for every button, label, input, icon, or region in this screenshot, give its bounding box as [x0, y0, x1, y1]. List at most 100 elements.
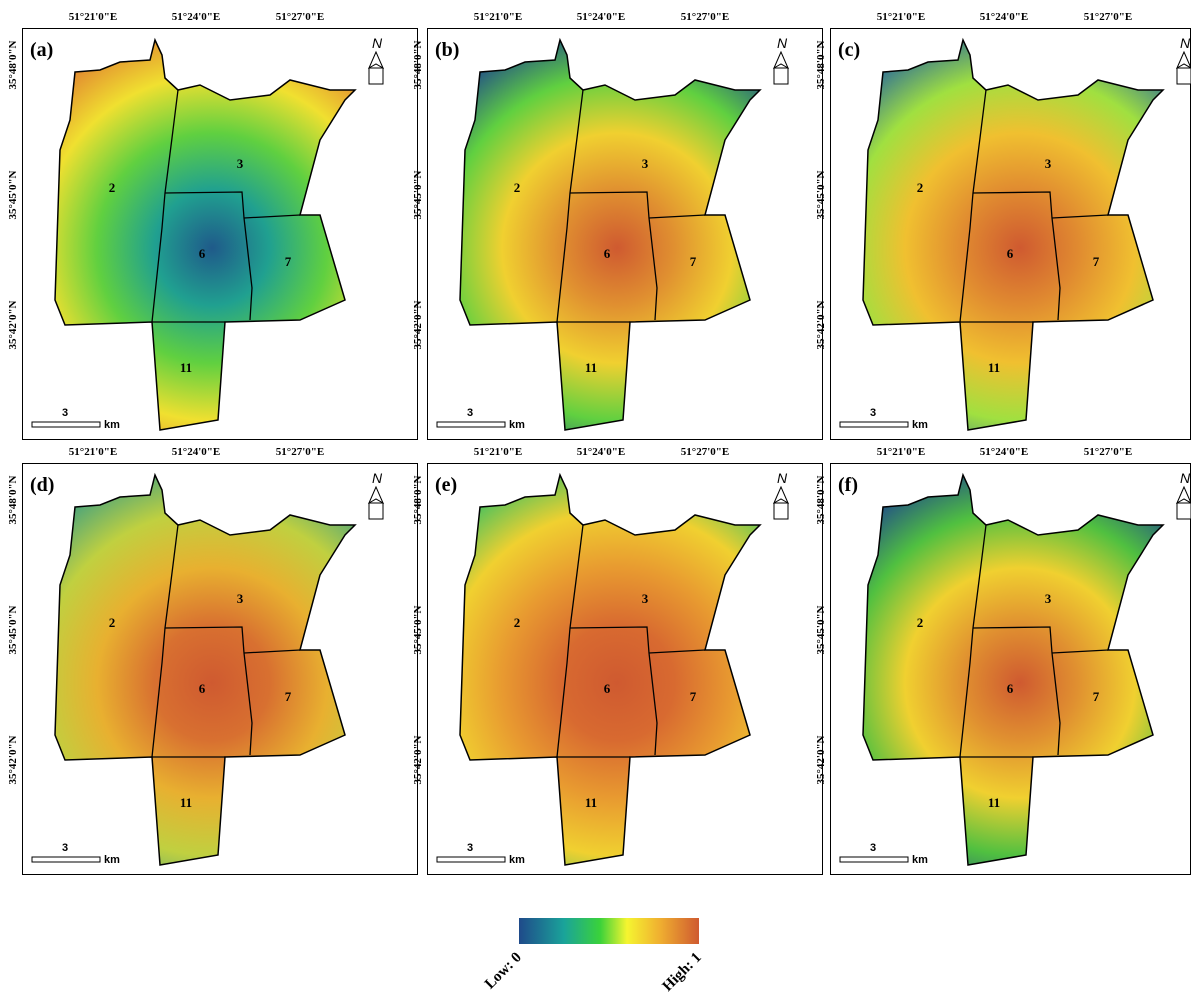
colorbar [519, 918, 699, 944]
district-label: 2 [514, 615, 521, 630]
map-panel: 2 3 6 7 11 (f) N 3 km 51°21'0"E 51°24'0"E 51°27'0"E… [815, 446, 1191, 875]
longitude-label: 51°27'0"E [276, 446, 324, 458]
figure: Low: 0 High: 1 2 3 6 7 11 (a) N 3 km 51°21'0"E 51°… [0, 0, 1192, 1003]
north-base [774, 68, 788, 84]
longitude-label: 51°21'0"E [69, 11, 117, 23]
scale-bar [437, 422, 505, 427]
district-label: 2 [514, 180, 521, 195]
latitude-label: 35°48'0"N [815, 40, 827, 89]
latitude-label: 35°48'0"N [412, 475, 424, 524]
longitude-label: 51°21'0"E [69, 446, 117, 458]
panel-label: (a) [30, 39, 53, 61]
panel-label: (d) [30, 474, 54, 496]
north-base [774, 503, 788, 519]
longitude-label: 51°21'0"E [474, 11, 522, 23]
district-label: 11 [585, 795, 597, 810]
scale-bar [840, 422, 908, 427]
district-label: 2 [109, 180, 116, 195]
legend-high: High: 1 [660, 950, 705, 995]
district-label: 2 [109, 615, 116, 630]
latitude-label: 35°42'0"N [815, 300, 827, 349]
longitude-label: 51°24'0"E [980, 446, 1028, 458]
longitude-label: 51°27'0"E [681, 11, 729, 23]
longitude-label: 51°27'0"E [1084, 446, 1132, 458]
scale-value: 3 [62, 842, 68, 854]
latitude-label: 35°48'0"N [7, 475, 19, 524]
scale-bar [32, 857, 100, 862]
latitude-label: 35°45'0"N [412, 170, 424, 219]
scale-value: 3 [467, 842, 473, 854]
longitude-label: 51°24'0"E [172, 11, 220, 23]
district-label: 6 [604, 246, 611, 261]
latitude-label: 35°45'0"N [7, 605, 19, 654]
district-label: 7 [690, 689, 697, 704]
district-label: 6 [199, 246, 206, 261]
latitude-label: 35°45'0"N [7, 170, 19, 219]
latitude-label: 35°48'0"N [815, 475, 827, 524]
longitude-label: 51°24'0"E [577, 11, 625, 23]
district-label: 3 [642, 156, 649, 171]
latitude-label: 35°42'0"N [412, 300, 424, 349]
latitude-label: 35°45'0"N [815, 170, 827, 219]
scale-value: 3 [870, 842, 876, 854]
scale-unit: km [912, 419, 928, 431]
district-label: 3 [1045, 156, 1052, 171]
latitude-label: 35°42'0"N [412, 735, 424, 784]
north-label: N [1180, 470, 1191, 486]
district-label: 11 [988, 795, 1000, 810]
north-label: N [372, 470, 383, 486]
district-label: 6 [1007, 681, 1014, 696]
district-label: 3 [1045, 591, 1052, 606]
scale-unit: km [509, 419, 525, 431]
north-base [1177, 503, 1191, 519]
district-label: 3 [642, 591, 649, 606]
latitude-label: 35°48'0"N [7, 40, 19, 89]
scale-value: 3 [62, 407, 68, 419]
district-label: 3 [237, 591, 244, 606]
district-label: 2 [917, 615, 924, 630]
north-label: N [372, 35, 383, 51]
north-base [369, 68, 383, 84]
latitude-label: 35°45'0"N [815, 605, 827, 654]
district-label: 11 [988, 360, 1000, 375]
district-label: 7 [285, 689, 292, 704]
north-label: N [1180, 35, 1191, 51]
scale-bar [437, 857, 505, 862]
latitude-label: 35°42'0"N [815, 735, 827, 784]
longitude-label: 51°27'0"E [681, 446, 729, 458]
latitude-label: 35°42'0"N [7, 735, 19, 784]
longitude-label: 51°24'0"E [577, 446, 625, 458]
district-label: 11 [585, 360, 597, 375]
panel-label: (f) [838, 474, 858, 496]
district-label: 11 [180, 795, 192, 810]
scale-unit: km [104, 419, 120, 431]
legend-low: Low: 0 [482, 950, 525, 993]
scale-unit: km [104, 854, 120, 866]
longitude-label: 51°27'0"E [1084, 11, 1132, 23]
scale-unit: km [509, 854, 525, 866]
north-base [1177, 68, 1191, 84]
latitude-label: 35°48'0"N [412, 40, 424, 89]
scale-unit: km [912, 854, 928, 866]
latitude-label: 35°45'0"N [412, 605, 424, 654]
north-label: N [777, 470, 788, 486]
district-label: 6 [1007, 246, 1014, 261]
scale-value: 3 [870, 407, 876, 419]
latitude-label: 35°42'0"N [7, 300, 19, 349]
longitude-label: 51°24'0"E [172, 446, 220, 458]
scale-value: 3 [467, 407, 473, 419]
district-label: 2 [917, 180, 924, 195]
north-label: N [777, 35, 788, 51]
district-label: 6 [604, 681, 611, 696]
district-label: 7 [1093, 689, 1100, 704]
panel-label: (b) [435, 39, 459, 61]
longitude-label: 51°21'0"E [877, 11, 925, 23]
scale-bar [32, 422, 100, 427]
longitude-label: 51°21'0"E [877, 446, 925, 458]
district-label: 7 [285, 254, 292, 269]
